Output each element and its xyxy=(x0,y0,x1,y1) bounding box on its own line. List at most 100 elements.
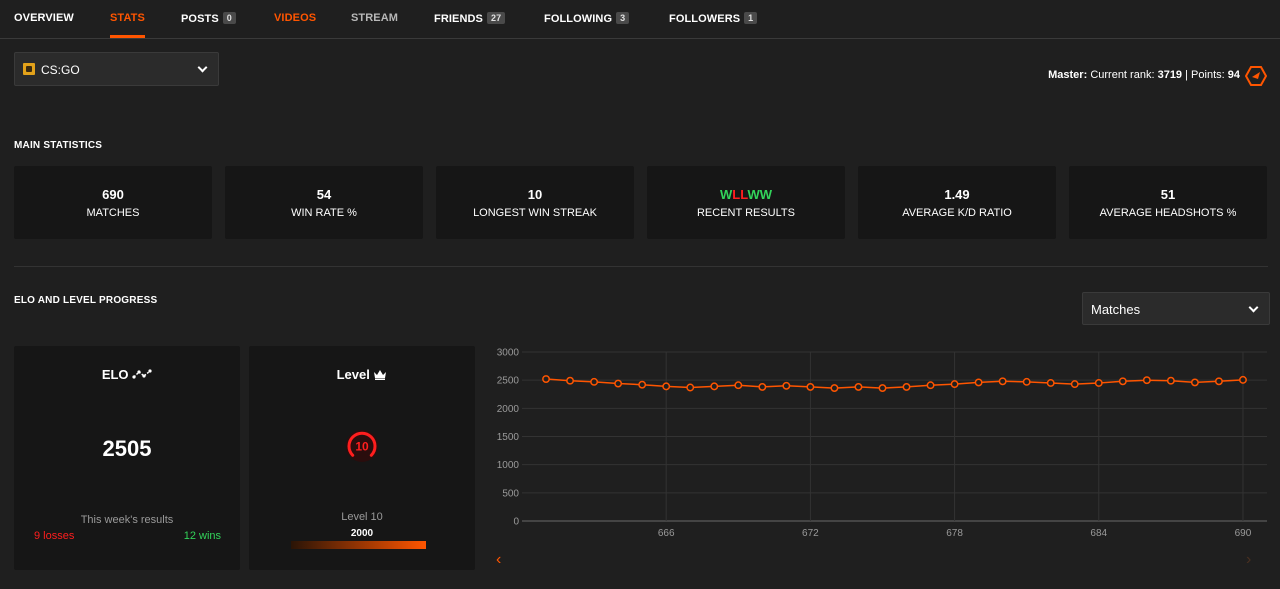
stat-value: 1.49 xyxy=(944,187,970,202)
main-statistics-title: MAIN STATISTICS xyxy=(14,140,103,151)
week-wins: 12 wins xyxy=(183,530,221,542)
recent-results-value: WLLWW xyxy=(647,187,845,202)
chart-y-tick-label: 500 xyxy=(502,488,519,499)
result-0: W xyxy=(719,187,733,202)
chart-point[interactable] xyxy=(1070,380,1079,389)
chart-point[interactable] xyxy=(854,382,863,391)
crown-icon xyxy=(374,370,387,380)
chart-point[interactable] xyxy=(974,378,983,387)
stat-card-matches: 690 MATCHES xyxy=(14,166,212,239)
chart-point[interactable] xyxy=(758,382,767,391)
chart-point[interactable] xyxy=(1239,375,1247,384)
chart-point[interactable] xyxy=(1190,378,1199,387)
level-label: Level 10 xyxy=(341,511,383,523)
chart-point[interactable] xyxy=(950,380,959,389)
chart-point[interactable] xyxy=(614,379,623,388)
chart-point[interactable] xyxy=(782,381,791,390)
elo-trend-icon xyxy=(132,369,152,379)
elo-history-chart[interactable]: 0 500 1000 1500 2000 2500 3000 666 672 678 684 690 xyxy=(485,342,1280,542)
week-results-label: This week's results xyxy=(80,514,174,526)
tab-followers[interactable]: FOLLOWERS 1 xyxy=(669,12,758,25)
tab-videos[interactable]: VIDEOS xyxy=(274,12,317,24)
followers-count-badge: 1 xyxy=(744,12,758,24)
level-card: Level 10 Level 10 2000 xyxy=(249,346,475,570)
stat-label: RECENT RESULTS xyxy=(696,207,795,219)
points-value: 94 xyxy=(1227,69,1240,81)
stat-card-kd-ratio: 1.49 AVERAGE K/D RATIO xyxy=(858,166,1056,239)
tab-overview[interactable]: OVERVIEW xyxy=(14,12,74,24)
elo-card-title: ELO xyxy=(14,367,240,382)
chart-x-tick-label: 678 xyxy=(946,528,963,539)
week-losses: 9 losses xyxy=(34,530,75,542)
chart-point[interactable] xyxy=(806,382,815,391)
chart-y-tick-label: 0 xyxy=(513,517,519,528)
rank-value: 3719 xyxy=(1157,69,1183,81)
chart-point[interactable] xyxy=(710,382,719,391)
chart-point[interactable] xyxy=(590,377,599,386)
chart-prev-arrow-icon[interactable]: ‹ xyxy=(496,551,502,568)
points-label: Points: xyxy=(1191,69,1225,81)
chart-point[interactable] xyxy=(1142,376,1151,385)
chart-y-tick-label: 1500 xyxy=(497,432,520,443)
chart-point[interactable] xyxy=(926,381,935,390)
chart-point[interactable] xyxy=(566,376,575,385)
chart-point[interactable] xyxy=(878,384,887,393)
stat-value: 54 xyxy=(316,187,332,202)
chart-point[interactable] xyxy=(686,383,695,392)
elo-title-text: ELO xyxy=(101,367,129,382)
chart-point[interactable] xyxy=(542,375,550,383)
stat-value: 690 xyxy=(102,187,124,202)
tab-posts[interactable]: POSTS 0 xyxy=(181,12,236,25)
chart-point[interactable] xyxy=(1094,379,1103,387)
chart-point[interactable] xyxy=(1214,377,1223,386)
rank-info: Master: Current rank: 3719 | Points: 94 xyxy=(1048,69,1240,81)
rank-tier: Master: xyxy=(1048,69,1088,81)
chart-x-tick-label: 690 xyxy=(1235,528,1252,539)
stat-card-win-rate: 54 WIN RATE % xyxy=(225,166,423,239)
chart-x-tick-label: 684 xyxy=(1090,528,1107,539)
chart-point[interactable] xyxy=(734,381,743,390)
level-elo-threshold: 2000 xyxy=(350,528,374,539)
stat-label: WIN RATE % xyxy=(291,207,357,219)
elo-series-line xyxy=(545,378,1244,389)
chart-point[interactable] xyxy=(830,384,839,393)
profile-nav: OVERVIEW STATS POSTS 0 VIDEOS STREAM FRIE… xyxy=(0,0,1280,39)
stat-label: LONGEST WIN STREAK xyxy=(473,207,597,219)
chart-point[interactable] xyxy=(1046,379,1055,387)
posts-count-badge: 0 xyxy=(222,12,236,24)
stat-label: MATCHES xyxy=(86,207,140,219)
chart-y-tick-label: 3000 xyxy=(497,348,520,359)
tab-stream[interactable]: STREAM xyxy=(351,12,399,24)
game-select[interactable]: CS:GO xyxy=(14,52,219,86)
result-3: W xyxy=(747,187,760,202)
game-select-value: CS:GO xyxy=(41,63,80,77)
result-2: L xyxy=(740,187,748,202)
chart-y-tick-label: 1000 xyxy=(497,460,520,471)
tab-following[interactable]: FOLLOWING 3 xyxy=(544,12,630,25)
stat-card-recent-results: WLLWW RECENT RESULTS xyxy=(647,166,845,239)
level-title-text: Level xyxy=(336,367,370,382)
chart-next-arrow-icon[interactable]: › xyxy=(1246,551,1252,568)
tab-friends-label: FRIENDS xyxy=(434,13,483,25)
tab-following-label: FOLLOWING xyxy=(544,13,613,25)
chart-x-tick-label: 672 xyxy=(802,528,819,539)
chart-point[interactable] xyxy=(1118,377,1127,386)
section-divider xyxy=(14,266,1268,267)
csgo-icon xyxy=(23,63,35,75)
chart-point[interactable] xyxy=(1022,377,1031,386)
chart-point[interactable] xyxy=(902,382,911,391)
stat-card-longest-win-streak: 10 LONGEST WIN STREAK xyxy=(436,166,634,239)
tab-friends[interactable]: FRIENDS 27 xyxy=(434,12,506,25)
range-select[interactable]: Matches xyxy=(1082,292,1270,325)
chart-point[interactable] xyxy=(662,382,671,391)
tab-stats[interactable]: STATS xyxy=(110,12,145,24)
chart-point[interactable] xyxy=(638,380,647,389)
chart-point[interactable] xyxy=(998,377,1007,386)
result-1: L xyxy=(732,187,741,202)
rank-separator: | xyxy=(1185,69,1188,81)
rank-label: Current rank: xyxy=(1090,69,1155,81)
level-badge-number: 10 xyxy=(355,440,369,454)
chart-point[interactable] xyxy=(1166,376,1175,385)
stat-label: AVERAGE HEADSHOTS % xyxy=(1099,207,1237,219)
elo-card: ELO 2505 This week's results 9 losses 12… xyxy=(14,346,240,570)
